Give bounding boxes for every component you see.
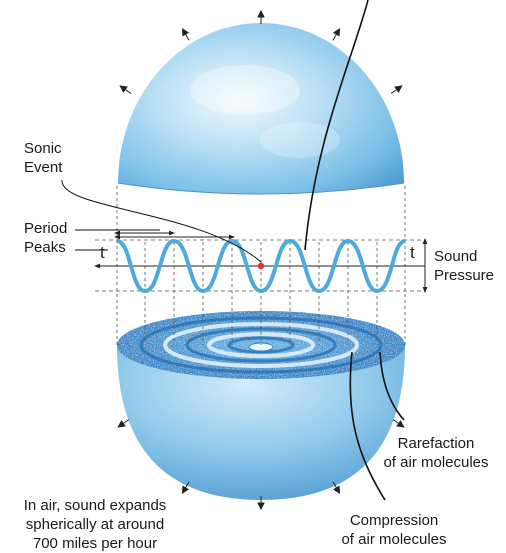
rarefaction-label: Rarefaction of air molecules xyxy=(374,434,498,472)
rarefaction-line-1: Rarefaction xyxy=(397,435,475,452)
compression-label: Compression of air molecules xyxy=(322,511,466,549)
sound-wave xyxy=(116,238,406,294)
caption-line-3: 700 miles per hour xyxy=(32,535,158,552)
caption-line-2: spherically at around xyxy=(25,516,165,533)
period-label: Period xyxy=(24,220,68,237)
sonic-event-label: Sonic Event xyxy=(24,139,62,177)
caption: In air, sound expands spherically at aro… xyxy=(2,496,188,553)
upper-hemisphere xyxy=(117,23,405,195)
sound-pressure-line-2: Pressure xyxy=(434,267,495,284)
sound-pressure-line-1: Sound xyxy=(434,248,478,265)
sonic-event-line-2: Event xyxy=(24,159,63,176)
sonic-event-line-1: Sonic xyxy=(24,140,62,157)
caption-line-1: In air, sound expands xyxy=(23,497,167,514)
expansion-arrow-icon xyxy=(117,9,405,511)
period-peaks-label: Period Peaks xyxy=(24,219,67,257)
sound-pressure-label: Sound Pressure xyxy=(434,247,494,285)
peaks-label: Peaks xyxy=(24,239,66,256)
compression-line-1: Compression xyxy=(349,512,439,529)
rarefaction-line-2: of air molecules xyxy=(383,454,489,471)
compression-line-2: of air molecules xyxy=(341,531,447,548)
time-label-right: t xyxy=(410,243,415,262)
time-label-left: t xyxy=(100,243,105,262)
event-dot xyxy=(257,262,265,270)
leader-lines xyxy=(61,0,405,501)
